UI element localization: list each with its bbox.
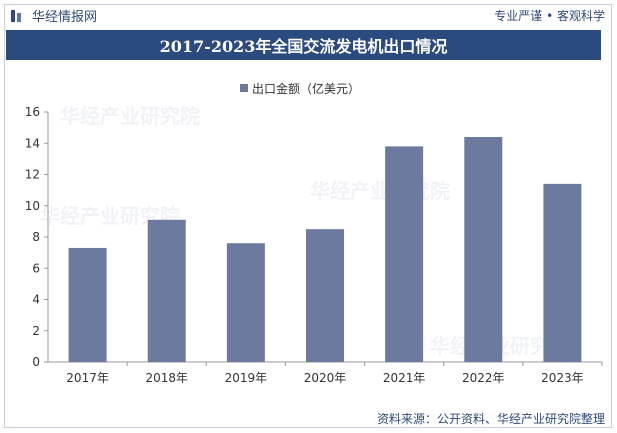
y-tick-label: 6 <box>32 261 40 275</box>
watermark-text: 华经产业研究院 <box>60 104 200 128</box>
y-tick-label: 0 <box>32 355 40 369</box>
bar <box>543 183 582 362</box>
x-tick-label: 2022年 <box>462 371 505 385</box>
y-tick-label: 14 <box>25 136 40 150</box>
top-bar: 华经情报网 专业严谨 • 客观科学 <box>0 0 617 28</box>
legend-swatch <box>240 84 248 92</box>
x-tick-label: 2019年 <box>225 371 268 385</box>
brand-logo[interactable]: 华经情报网 <box>10 6 97 25</box>
x-tick-label: 2023年 <box>541 371 584 385</box>
bar <box>306 229 344 362</box>
x-tick-label: 2021年 <box>383 371 426 385</box>
x-tick-label: 2018年 <box>145 371 188 385</box>
bar <box>147 219 186 362</box>
source-note: 资料来源：公开资料、华经产业研究院整理 <box>376 412 605 426</box>
bar <box>464 137 503 362</box>
brand-icon <box>11 9 21 22</box>
tagline: 专业严谨 • 客观科学 <box>494 9 605 23</box>
brand-name: 华经情报网 <box>32 10 98 25</box>
y-tick-label: 10 <box>25 199 40 213</box>
y-tick-label: 12 <box>25 168 40 182</box>
bar <box>68 247 107 362</box>
y-tick-label: 4 <box>32 293 40 307</box>
bar <box>385 146 424 362</box>
y-tick-label: 2 <box>32 324 40 338</box>
chart-title: 2017-2023年全国交流发电机出口情况 <box>6 30 601 60</box>
watermark-text: 华经产业研究院 <box>310 179 450 203</box>
y-tick-label: 16 <box>25 105 40 119</box>
bar <box>226 243 265 362</box>
legend-label: 出口金额（亿美元） <box>252 81 360 96</box>
x-tick-label: 2020年 <box>304 371 347 385</box>
y-tick-label: 8 <box>32 230 40 244</box>
x-tick-label: 2017年 <box>66 371 109 385</box>
